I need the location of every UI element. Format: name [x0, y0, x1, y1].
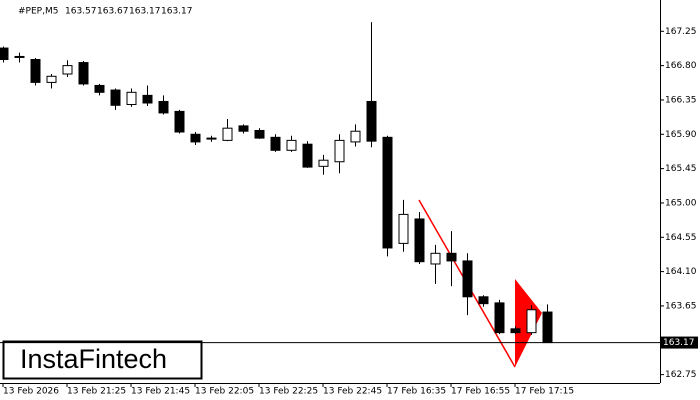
- y-tick-label: 166.35: [665, 95, 697, 105]
- candle-body: [94, 84, 105, 93]
- y-tick-label: 165.45: [665, 164, 697, 174]
- header-value: 163.57: [65, 7, 97, 17]
- y-tick-label: 164.10: [665, 267, 697, 277]
- candle-body: [46, 75, 57, 83]
- logo: InstaFintech: [20, 344, 167, 374]
- y-tick-label: 163.65: [665, 301, 697, 311]
- x-tick-label: 13 Feb 2026: [3, 387, 59, 397]
- x-tick-label: 13 Feb 22:05: [195, 387, 254, 397]
- candle-body: [366, 100, 377, 142]
- candle-body: [446, 252, 457, 262]
- candle-body: [334, 139, 345, 163]
- current-price-box: [660, 336, 698, 349]
- header-value: 163.67: [97, 7, 129, 17]
- x-tick-label: 17 Feb 16:55: [451, 387, 510, 397]
- candle-body: [494, 302, 505, 334]
- symbol-label: #PEP,M5: [18, 7, 58, 17]
- x-tick-label: 13 Feb 21:45: [131, 387, 190, 397]
- candle-body: [0, 47, 9, 61]
- candle-body: [110, 89, 121, 106]
- header: #PEP,M5 163.57 163.67 163.17 163.17: [18, 7, 193, 17]
- candles: [0, 22, 553, 344]
- header-value: 163.17: [129, 7, 161, 17]
- candle-body: [286, 139, 297, 151]
- candle-body: [254, 129, 265, 139]
- candle-body: [142, 94, 153, 104]
- candle-body: [382, 136, 393, 249]
- candle-body: [14, 55, 25, 58]
- candle-body: [478, 296, 489, 305]
- x-tick-label: 17 Feb 16:35: [387, 387, 446, 397]
- candle-body: [542, 311, 553, 344]
- x-tick-label: 13 Feb 22:25: [259, 387, 318, 397]
- candle-body: [78, 62, 89, 85]
- y-tick-label: 165.00: [665, 198, 697, 208]
- candle-body: [526, 309, 537, 334]
- candle-body: [510, 328, 521, 334]
- candle-body: [158, 100, 169, 114]
- candle-body: [30, 59, 41, 83]
- x-tick-label: 13 Feb 21:25: [67, 387, 126, 397]
- candle-body: [430, 252, 441, 265]
- candle-body: [206, 137, 217, 140]
- candle-body: [62, 65, 73, 75]
- candle-body: [462, 260, 473, 298]
- x-tick-label: 13 Feb 22:45: [323, 387, 382, 397]
- y-tick-label: 165.90: [665, 130, 697, 140]
- candle-body: [318, 159, 329, 167]
- y-tick-label: 164.55: [665, 233, 697, 243]
- y-tick-label: 166.80: [665, 61, 697, 71]
- y-tick-label: 162.75: [665, 370, 697, 380]
- candle-body: [238, 125, 249, 132]
- candle-body: [398, 213, 409, 244]
- candle-body: [222, 127, 233, 141]
- candle-body: [270, 136, 281, 151]
- x-tick-label: 17 Feb 17:15: [515, 387, 574, 397]
- candle-body: [126, 91, 137, 106]
- candle-body: [414, 218, 425, 263]
- y-tick-label: 167.25: [665, 27, 697, 37]
- current-price-label: 163.17: [663, 338, 695, 348]
- candle-body: [350, 130, 361, 143]
- candle-body: [174, 110, 185, 133]
- header-value: 163.17: [161, 7, 193, 17]
- logo-box: [2, 340, 203, 380]
- candle-body: [302, 143, 313, 168]
- candle-body: [190, 133, 201, 143]
